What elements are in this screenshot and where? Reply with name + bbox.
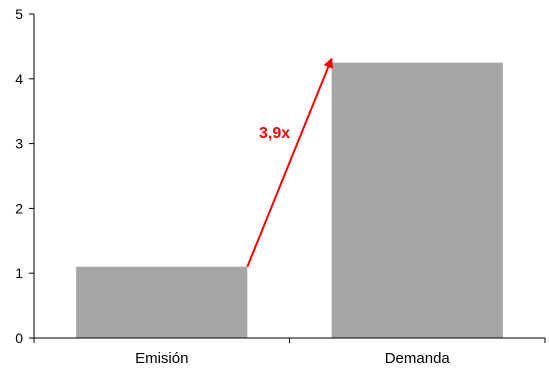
y-tick-label: 4 xyxy=(15,71,23,87)
growth-label: 3,9x xyxy=(259,125,290,142)
y-tick-label: 2 xyxy=(15,200,23,216)
y-tick-label: 1 xyxy=(15,265,23,281)
y-tick-label: 5 xyxy=(15,6,23,22)
y-axis: 0 1 2 3 4 5 xyxy=(15,6,35,346)
bars xyxy=(76,62,503,338)
x-category-label: Demanda xyxy=(385,350,451,367)
y-tick-label: 3 xyxy=(15,136,23,152)
growth-arrow xyxy=(246,57,333,268)
y-tick-label: 0 xyxy=(15,330,23,346)
x-category-label: Emisión xyxy=(135,350,188,367)
annotation: 3,9x xyxy=(246,57,333,268)
x-axis: Emisión Demanda xyxy=(33,337,546,367)
bar-emision xyxy=(76,266,248,338)
bar-demanda xyxy=(331,62,503,338)
